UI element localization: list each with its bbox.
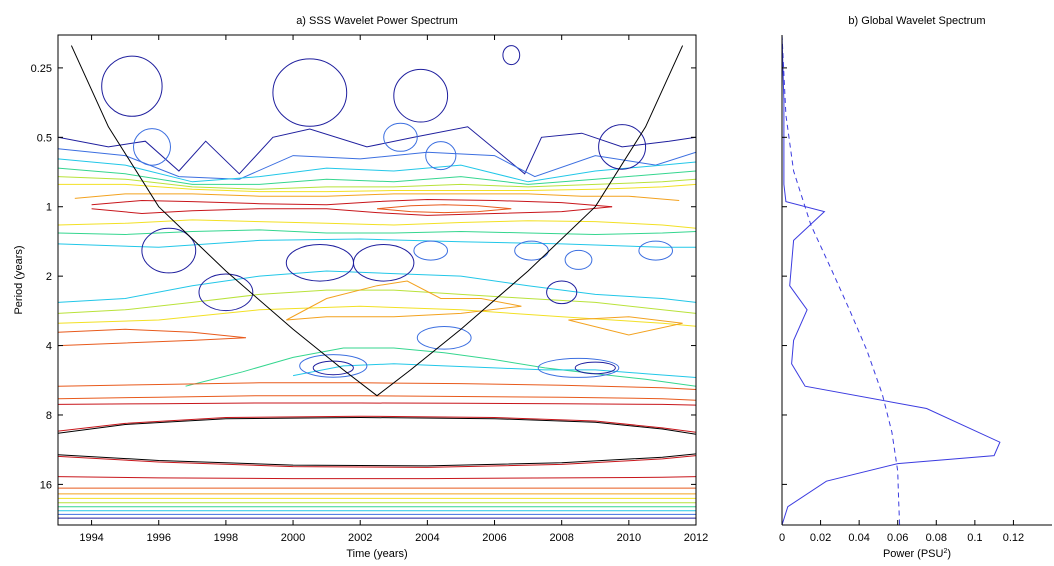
- panel-a-x-axis-label: Time (years): [346, 548, 407, 560]
- panel-a-x-ticks: 1994 1996 1998 2000 2002 2004 2006 2008 2010 2012: [79, 35, 708, 544]
- panel-b-x-axis-label-suffix: ): [947, 548, 951, 560]
- x-tick-label: 1994: [79, 532, 103, 544]
- contour-ellipse: [101, 55, 163, 117]
- contour-line: [74, 193, 680, 201]
- contour-line: [58, 382, 696, 390]
- x-tick-label: 2004: [415, 532, 439, 544]
- contour-line: [58, 289, 696, 314]
- panel-a-frame: [57, 34, 697, 526]
- y-tick-label: 2: [46, 271, 52, 283]
- global-spectrum-line: [781, 34, 1001, 526]
- contour-line: [58, 305, 696, 327]
- contour-line: [58, 167, 696, 185]
- x-tick-label: 1998: [214, 532, 238, 544]
- contour-ellipse: [425, 141, 457, 171]
- panel-b-x-axis-label: Power (PSU2): [883, 548, 951, 560]
- panel-b-axes: [781, 35, 1052, 526]
- contour-ellipse: [285, 243, 354, 282]
- x-tick-label: 2012: [684, 532, 708, 544]
- contour-ellipse: [502, 45, 521, 66]
- contour-ellipse: [574, 361, 616, 375]
- contour-line: [58, 328, 247, 347]
- panel-b-x-axis-label-superscript: 2: [943, 548, 947, 555]
- contour-line: [58, 238, 696, 248]
- x-tick-label: 1996: [146, 532, 170, 544]
- y-tick-label: 16: [40, 479, 52, 491]
- contour-ellipse: [564, 249, 593, 270]
- cone-of-influence: [70, 45, 684, 397]
- contour-ellipse: [312, 360, 354, 376]
- x-tick-label: 2010: [617, 532, 641, 544]
- contour-line: [58, 176, 696, 190]
- contour-ellipse: [299, 354, 368, 378]
- y-tick-label: 8: [46, 410, 52, 422]
- contour-line: [58, 183, 696, 193]
- contour-ellipse: [393, 68, 449, 123]
- panel-a-y-axis-label: Period (years): [13, 245, 25, 314]
- contour-ellipse: [598, 124, 647, 170]
- panel-b-title: b) Global Wavelet Spectrum: [848, 15, 985, 27]
- contour-line: [568, 316, 683, 336]
- contour-line: [58, 416, 696, 435]
- contour-line: [58, 126, 696, 175]
- x-tick-label: 2008: [549, 532, 573, 544]
- contour-ellipse: [546, 280, 578, 305]
- contour-line: [293, 363, 696, 378]
- contour-ellipse: [638, 240, 674, 261]
- x-tick-label: 2002: [348, 532, 372, 544]
- contour-line: [58, 415, 696, 433]
- y-tick-label: 1: [46, 202, 52, 214]
- x-tick-label: 0.04: [848, 532, 869, 544]
- contour-line: [58, 476, 696, 480]
- contour-line: [185, 347, 696, 387]
- y-tick-label: 0.25: [31, 63, 52, 75]
- x-tick-label: 0.12: [1003, 532, 1024, 544]
- panel-a-plot: [58, 45, 696, 519]
- contour-ellipse: [416, 326, 472, 350]
- contour-line: [376, 204, 512, 214]
- panel-b-plot: [781, 34, 1001, 526]
- contour-line: [91, 206, 613, 216]
- panel-b-y-ticks: [782, 67, 787, 485]
- panel-a-y-ticks: 0.25 0.5 1 2 4 8 16: [31, 63, 696, 491]
- contour-line: [58, 219, 696, 229]
- x-tick-label: 0.06: [887, 532, 908, 544]
- contour-line: [58, 402, 696, 406]
- x-tick-label: 0: [779, 532, 785, 544]
- y-tick-label: 4: [46, 341, 52, 353]
- contour-line: [58, 270, 696, 303]
- x-tick-label: 0.02: [810, 532, 831, 544]
- panel-b-x-ticks: 0 0.02 0.04 0.06 0.08 0.1 0.12: [779, 520, 1024, 544]
- contour-line: [286, 280, 522, 321]
- contour-line: [91, 198, 613, 208]
- contour-ellipse: [537, 357, 620, 378]
- x-tick-label: 2006: [482, 532, 506, 544]
- contour-line: [58, 455, 696, 468]
- y-tick-label: 0.5: [37, 132, 52, 144]
- x-tick-label: 2000: [281, 532, 305, 544]
- contour-ellipse: [272, 58, 348, 127]
- x-tick-label: 0.08: [926, 532, 947, 544]
- contour-ellipse: [353, 243, 415, 282]
- contour-ellipse: [514, 240, 549, 261]
- contour-line: [58, 453, 696, 467]
- contour-line: [58, 148, 696, 180]
- contour-line: [58, 229, 696, 236]
- contour-ellipse: [133, 128, 171, 166]
- contour-ellipse: [383, 122, 418, 152]
- x-tick-label: 0.1: [967, 532, 982, 544]
- contour-ellipse: [198, 273, 254, 312]
- contour-ellipse: [141, 227, 197, 274]
- significance-line: [781, 34, 901, 526]
- contour-line: [58, 395, 696, 401]
- contour-ellipse: [413, 240, 449, 261]
- panel-a-title: a) SSS Wavelet Power Spectrum: [296, 15, 458, 27]
